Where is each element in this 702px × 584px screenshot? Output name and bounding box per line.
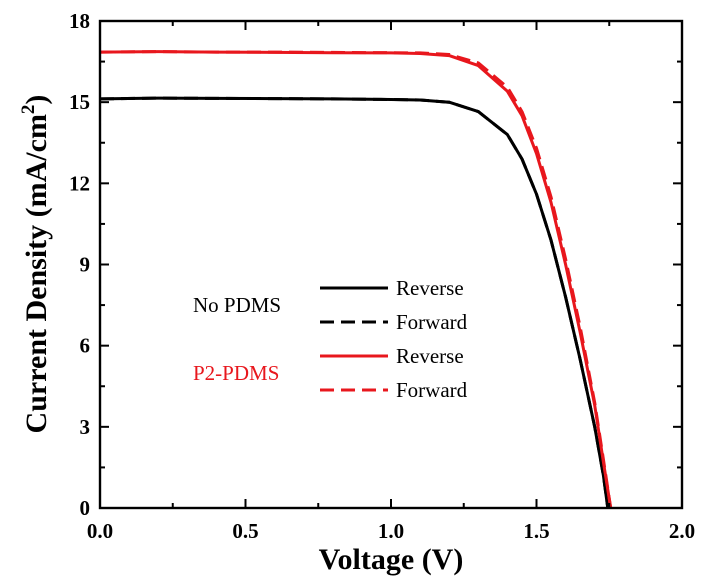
series-line-2 <box>99 50 613 509</box>
legend-group-label: P2-PDMS <box>193 361 279 385</box>
legend-entry-label: Reverse <box>396 276 464 300</box>
series-line-1 <box>99 96 610 509</box>
y-axis-title-main: Current Density (mA/cm <box>20 114 53 433</box>
x-tick-label: 1.5 <box>523 519 549 543</box>
series-line-3 <box>99 50 613 509</box>
ticks-layer: 0.0 0.5 1.0 1.5 2.0 0 3 6 9 12 15 18 <box>69 9 695 543</box>
series-layer <box>99 50 613 509</box>
x-tick-label: 2.0 <box>669 519 695 543</box>
y-tick-label: 3 <box>80 415 91 439</box>
y-axis-title: Current Density (mA/cm2) <box>18 95 53 434</box>
x-tick-label: 0.5 <box>232 519 258 543</box>
legend-entry-label: Forward <box>396 310 468 334</box>
series-line-0 <box>99 96 610 509</box>
y-tick-label: 12 <box>69 171 90 195</box>
y-axis-title-sup: 2 <box>18 105 39 115</box>
legend-group-label: No PDMS <box>193 293 281 317</box>
y-tick-label: 18 <box>69 9 90 33</box>
y-tick-label: 0 <box>80 496 91 520</box>
legend: Reverse Forward Reverse Forward No PDMS P2-PD… <box>193 276 468 402</box>
y-tick-label: 9 <box>80 253 91 277</box>
x-axis-title: Voltage (V) <box>319 543 464 576</box>
legend-entry-label: Forward <box>396 378 468 402</box>
y-axis-title-close: ) <box>20 95 53 105</box>
x-tick-label: 1.0 <box>378 519 404 543</box>
legend-entry-label: Reverse <box>396 344 464 368</box>
y-tick-label: 15 <box>69 90 90 114</box>
x-tick-label: 0.0 <box>87 519 113 543</box>
y-tick-label: 6 <box>80 334 91 358</box>
